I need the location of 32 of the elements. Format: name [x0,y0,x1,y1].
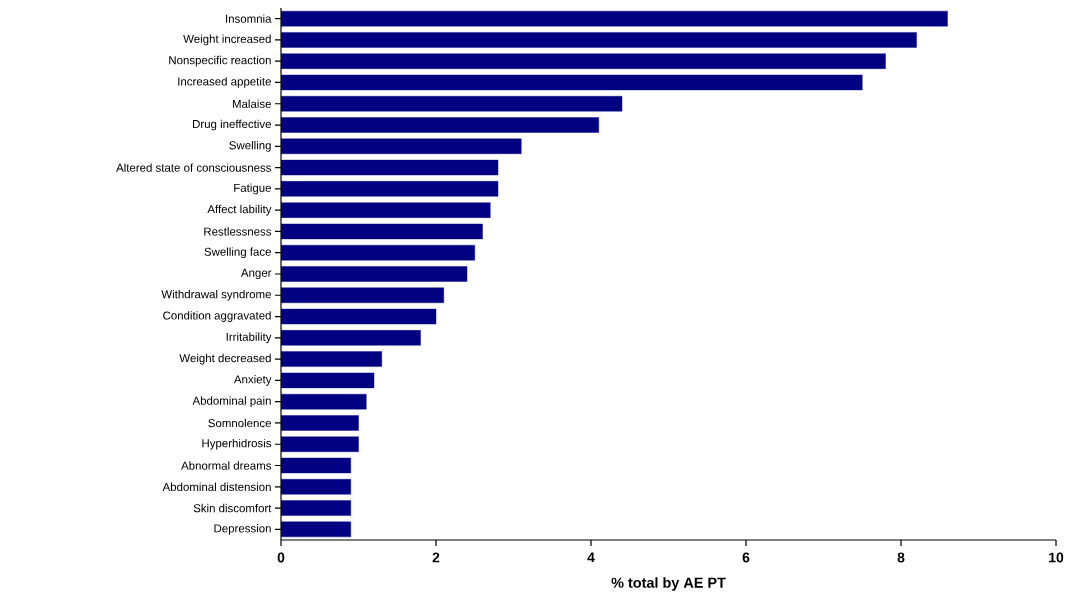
y-tick-label: Anger [240,268,272,280]
x-tick-label: 0 [277,552,285,563]
x-tick-label: 10 [1049,552,1064,563]
y-tick-label: Drug ineffective [193,119,271,131]
y-tick-label: Restlessness [204,227,272,236]
y-tick-label: Irritability [226,332,272,344]
y-tick-label: Fatigue [234,183,271,195]
y-tick-label: Weight decreased [179,353,271,365]
y-tick-label: Increased appetite [178,77,271,88]
y-tick-label: Withdrawal syndrome [161,289,271,301]
y-tick-label: Condition aggravated [163,311,271,322]
x-tick-label: 8 [897,552,905,563]
y-tick-label: Skin discomfort [193,503,272,513]
y-tick-label: Anxiety [233,375,272,386]
y-tick-label: Altered state of consciousness [116,163,272,172]
y-tick-label: Abdominal distension [162,482,271,491]
x-axis-title: % total by AE PT [611,577,726,591]
y-tick-label: Abdominal pain [192,396,271,408]
y-tick-label: Somnolence [208,418,271,428]
y-tick-label: Depression [214,524,271,535]
y-tick-label: Abnormal dreams [181,461,272,470]
y-tick-label: Swelling face [204,247,271,259]
y-tick-label: Nonspecific reaction [169,55,271,67]
y-tick-label: Malaise [232,99,271,108]
x-tick-label: 4 [587,552,595,563]
y-tick-label: Insomnia [226,14,272,23]
x-tick-label: 2 [432,552,440,563]
x-tick-label: 6 [742,552,750,563]
y-tick-label: Affect lability [207,204,272,216]
y-tick-label: Weight increased [183,34,271,46]
y-tick-label: Hyperhidrosis [202,438,272,450]
y-tick-label: Swelling [229,140,271,152]
